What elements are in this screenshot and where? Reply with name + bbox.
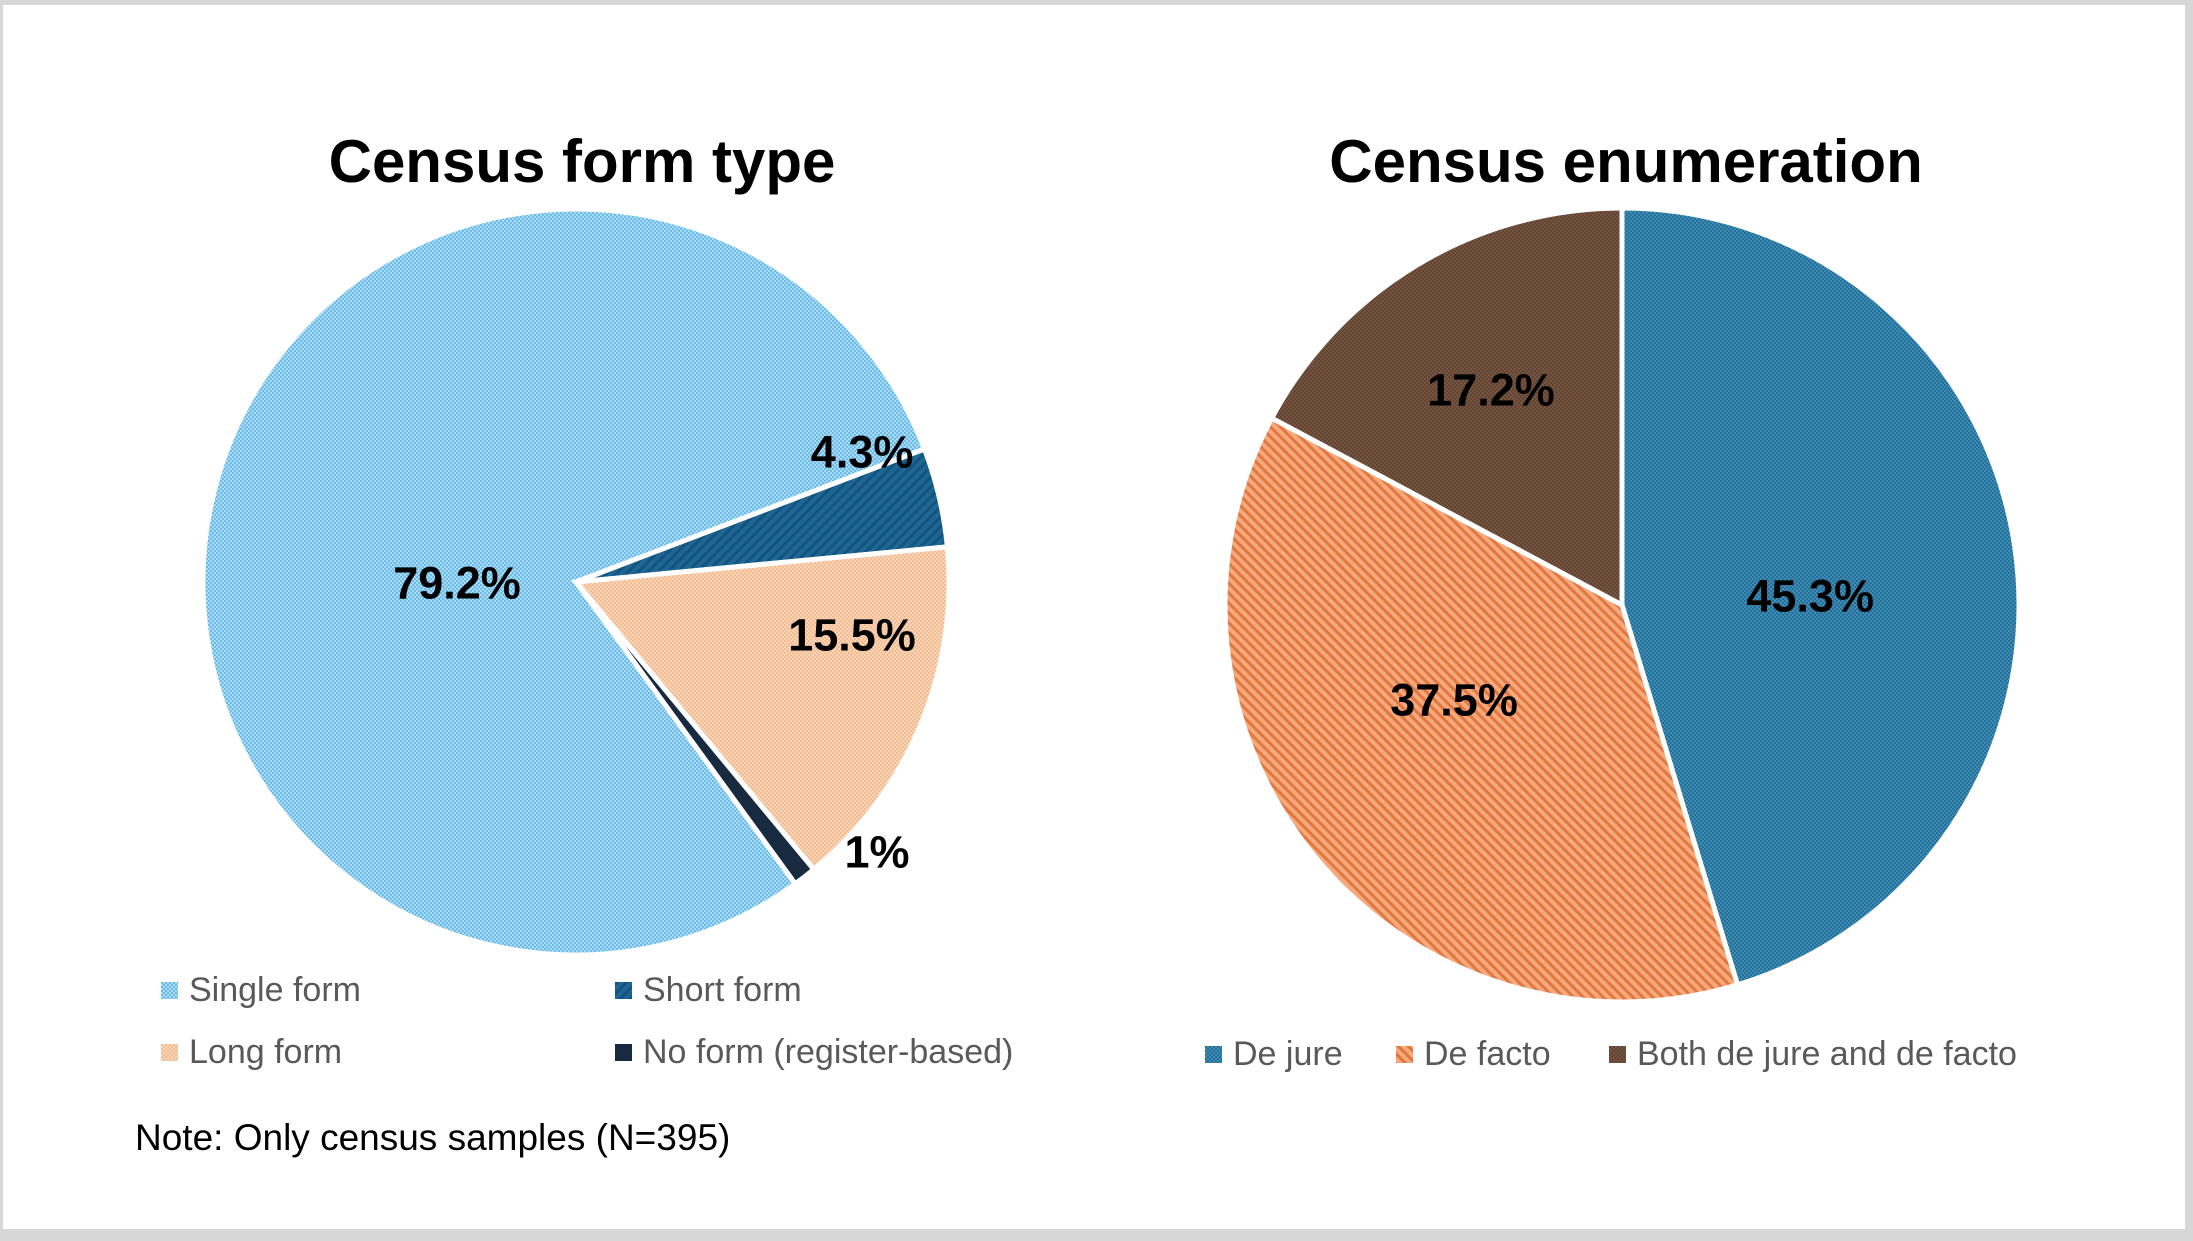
data-label-de-facto: 37.5%: [1390, 674, 1518, 725]
data-label-single-form: 79.2%: [393, 558, 521, 609]
legend-label: Single form: [189, 970, 361, 1009]
legend-label: No form (register-based): [643, 1032, 1014, 1071]
frame-border-right: [2185, 0, 2193, 1241]
data-label-de-jure: 45.3%: [1746, 570, 1874, 621]
frame-border-left: [0, 0, 3, 1241]
legend-label: Both de jure and de facto: [1637, 1034, 2017, 1073]
pie-slice-no-form-register-based: [573, 580, 818, 888]
legend-label: De jure: [1233, 1034, 1343, 1073]
pie-slice-single-form: [200, 206, 928, 958]
de-jure-swatch-icon: [1205, 1045, 1222, 1063]
note-text: Note: Only census samples (N=395): [135, 1117, 731, 1158]
legend-label: Short form: [643, 970, 802, 1009]
data-label-both-de-jure-and-de-facto: 17.2%: [1427, 364, 1555, 415]
data-label-short-form: 4.3%: [811, 426, 914, 477]
data-label-no-form-register-based: 1%: [844, 827, 909, 878]
single-form-swatch-icon: [161, 981, 178, 999]
long-form-swatch-icon: [161, 1043, 178, 1061]
pie-slice-de-jure: [1619, 205, 2022, 988]
chart-title-census-enumeration: Census enumeration: [1329, 128, 1923, 195]
legend-item-no-form: No form (register-based): [615, 1032, 1013, 1072]
data-label-long-form: 15.5%: [788, 609, 916, 660]
frame-border-top: [0, 0, 2193, 5]
chart-title-census-form-type: Census form type: [328, 128, 836, 195]
pie-slice-long-form: [571, 544, 952, 873]
legend-item-short-form: Short form: [615, 970, 802, 1010]
legend-item-de-facto: De facto: [1396, 1034, 1551, 1074]
legend-item-single-form: Single form: [161, 970, 361, 1010]
legend-label: Long form: [189, 1032, 343, 1071]
de-facto-swatch-icon: [1396, 1045, 1413, 1063]
both-de-jure-de-facto-swatch-icon: [1609, 1045, 1626, 1063]
no-form-swatch-icon: [615, 1043, 632, 1061]
short-form-swatch-icon: [615, 981, 632, 999]
legend-item-de-jure: De jure: [1205, 1034, 1343, 1074]
legend-item-both-de-jure-de-facto: Both de jure and de facto: [1609, 1034, 2017, 1074]
legend-label: De facto: [1424, 1034, 1551, 1073]
pie-slice-both-de-jure-and-de-facto: [1268, 205, 1625, 610]
pie-slice-de-facto: [1222, 414, 1741, 1005]
frame-border-bottom: [0, 1229, 2193, 1241]
legend-item-long-form: Long form: [161, 1032, 342, 1072]
